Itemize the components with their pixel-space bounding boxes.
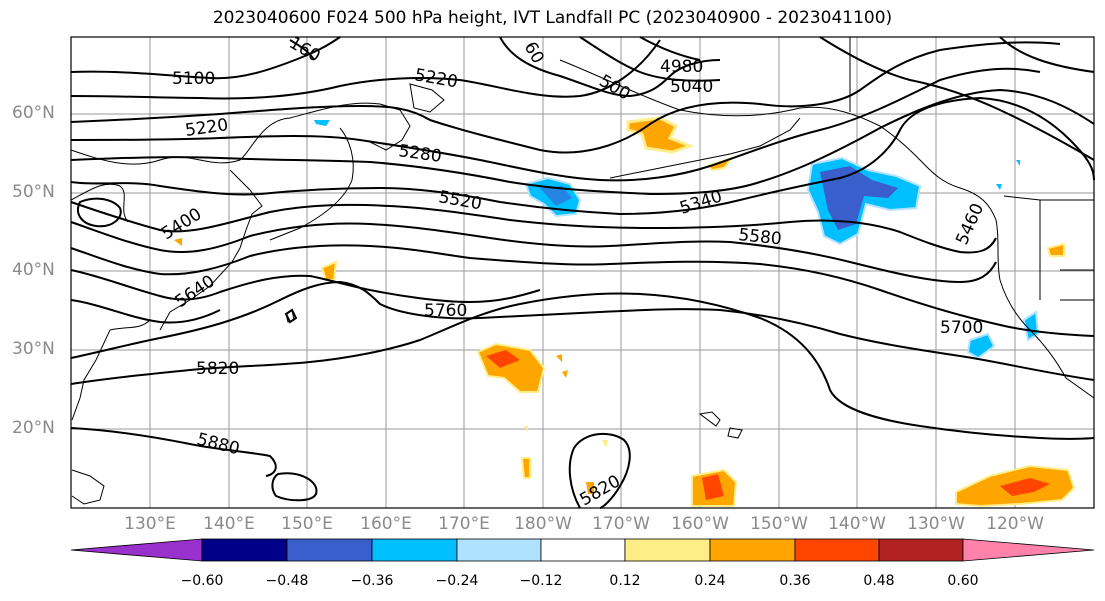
contour-label: 5700: [940, 318, 983, 338]
colorbar-cell: [540, 538, 626, 562]
map-border: [70, 36, 1095, 509]
colorbar-cell: [624, 538, 711, 562]
lon-label: 150°W: [750, 514, 808, 534]
lon-label: 160°E: [360, 514, 412, 534]
colorbar-cell: [456, 538, 542, 562]
colorbar-tick-label: −0.36: [350, 573, 394, 589]
lon-label: 140°W: [828, 514, 886, 534]
lat-label: 60°N: [12, 103, 55, 123]
lon-label: 180°W: [514, 514, 572, 534]
colorbar: [70, 538, 1095, 562]
colorbar-cell: [371, 538, 458, 562]
lat-label: 30°N: [12, 339, 55, 359]
colorbar-tick-label: 0.60: [947, 573, 979, 589]
lon-label: 160°W: [671, 514, 729, 534]
colorbar-tick-label: 0.36: [779, 573, 811, 589]
map-title: 2023040600 F024 500 hPa height, IVT Land…: [212, 8, 893, 28]
contour-label: 5580: [737, 225, 782, 249]
contour-label: 5100: [172, 69, 215, 89]
lat-label: 50°N: [12, 182, 55, 202]
colorbar-cell: [962, 538, 1095, 562]
colorbar-cell: [286, 538, 373, 562]
height-contours: [70, 36, 1095, 509]
lat-label: 20°N: [12, 418, 55, 438]
contour-label: 5820: [196, 359, 239, 379]
colorbar-cell: [709, 538, 796, 562]
contour-label: 5040: [670, 77, 713, 97]
colorbar-tick-label: 0.12: [609, 573, 641, 589]
colorbar-cell: [794, 538, 880, 562]
lon-label: 170°W: [592, 514, 650, 534]
lon-label: 140°E: [203, 514, 255, 534]
colorbar-tick-label: 0.48: [863, 573, 895, 589]
colorbar-tick-label: −0.24: [435, 573, 479, 589]
colorbar-cell: [201, 538, 288, 562]
lat-label: 40°N: [12, 260, 55, 280]
contour-label: 4980: [660, 57, 703, 77]
lon-label: 120°W: [986, 514, 1044, 534]
colorbar-cell: [878, 538, 964, 562]
colorbar-tick-label: −0.48: [265, 573, 309, 589]
lon-label: 130°E: [124, 514, 176, 534]
lon-label: 130°W: [907, 514, 965, 534]
lon-label: 150°E: [281, 514, 333, 534]
contour-label: 5760: [424, 301, 467, 321]
map-panel: 5100 5220 5220 5280 5400 5520 5340 5580 …: [70, 33, 1095, 510]
coastlines: [70, 37, 1095, 505]
colorbar-tick-label: −0.60: [180, 573, 224, 589]
colorbar-tick-label: 0.24: [694, 573, 726, 589]
colorbar-cell: [70, 538, 203, 562]
colorbar-tick-label: −0.12: [519, 573, 563, 589]
lon-label: 170°E: [438, 514, 490, 534]
